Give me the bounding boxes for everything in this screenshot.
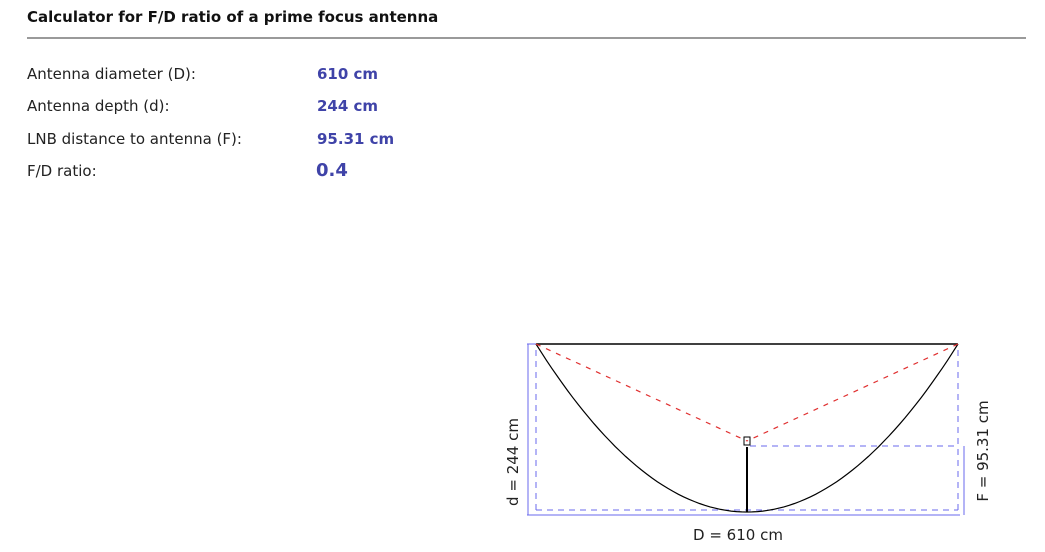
depth-label: d = 244 cm (504, 418, 522, 506)
ray-left (535, 343, 748, 442)
title-divider (27, 37, 1026, 39)
page-title: Calculator for F/D ratio of a prime focu… (27, 8, 439, 26)
label-antenna-depth: Antenna depth (d): (27, 97, 170, 115)
label-antenna-diameter: Antenna diameter (D): (27, 65, 196, 83)
diameter-label: D = 610 cm (693, 526, 783, 544)
label-lnb-distance: LNB distance to antenna (F): (27, 130, 242, 148)
ray-right (746, 343, 959, 442)
label-fd-ratio: F/D ratio: (27, 162, 97, 180)
lnb-icon (743, 436, 751, 446)
value-lnb-distance: 95.31 cm (317, 130, 395, 148)
focal-label: F = 95.31 cm (974, 400, 992, 501)
value-antenna-diameter: 610 cm (317, 65, 379, 83)
value-antenna-depth: 244 cm (317, 97, 379, 115)
value-fd-ratio: 0.4 (316, 160, 348, 181)
